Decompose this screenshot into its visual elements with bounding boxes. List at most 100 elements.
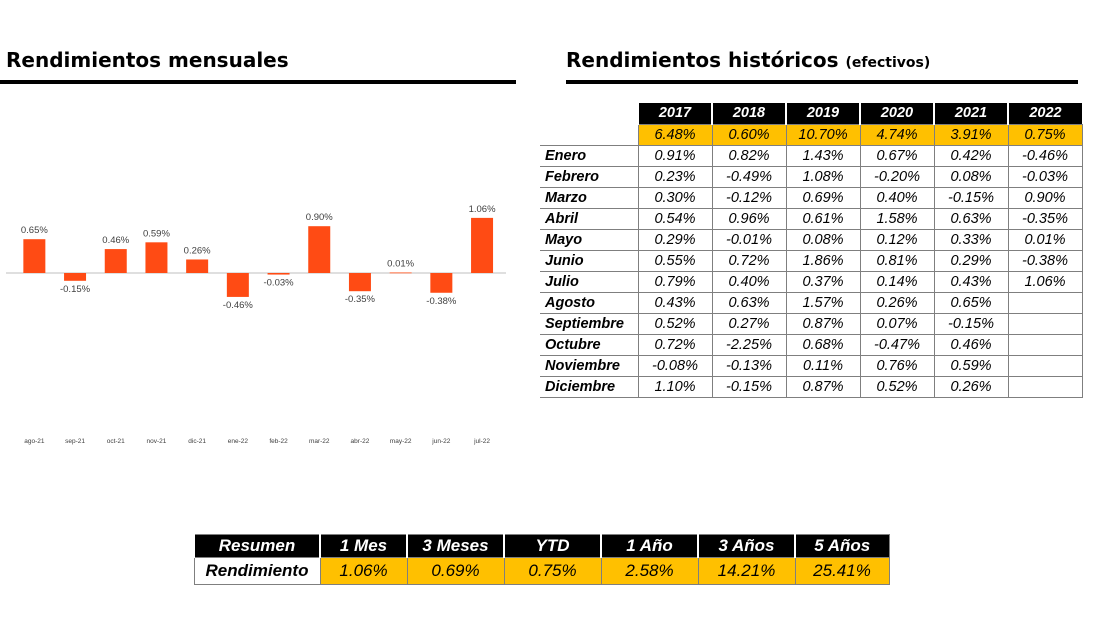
summary-value: 0.75% [503,557,602,585]
summary-value: 2.58% [600,557,699,585]
data-label: 0.46% [102,235,129,246]
month-label: Julio [540,271,638,293]
month-label: Enero [540,144,638,167]
return-cell: -0.35% [1007,207,1083,230]
month-label: Diciembre [540,376,638,398]
return-cell [1007,291,1083,314]
return-cell: -0.12% [711,186,787,209]
x-tick-label: mar-22 [309,438,330,445]
return-cell: 0.12% [859,228,935,251]
historical-returns-subtitle: (efectivos) [845,55,931,71]
summary-value: 0.69% [406,557,505,585]
data-label: -0.15% [60,284,91,295]
return-cell: -0.38% [1007,249,1083,272]
return-cell: 0.55% [637,249,713,272]
return-cell: 0.90% [1007,186,1083,209]
return-cell [1007,312,1083,335]
x-tick-label: dic-21 [188,438,206,445]
return-cell: 0.29% [637,228,713,251]
month-label: Noviembre [540,355,638,377]
return-cell: 0.14% [859,270,935,293]
return-cell: 0.23% [637,165,713,188]
return-cell: 0.27% [711,312,787,335]
return-cell: 0.68% [785,333,861,356]
annual-return-cell: 6.48% [637,123,713,146]
return-cell: -0.15% [933,312,1009,335]
return-cell: 0.87% [785,375,861,398]
table-row: Octubre 0.72% -2.25% 0.68% -0.47% 0.46% [540,333,1083,356]
monthly-returns-title: Rendimientos mensuales [6,48,289,72]
return-cell: 0.29% [933,249,1009,272]
return-cell: -0.15% [711,375,787,398]
return-cell: 0.63% [711,291,787,314]
year-header: 2018 [711,103,786,124]
return-cell: 0.61% [785,207,861,230]
summary-header: 3 Años [697,534,796,558]
summary-header: YTD [503,534,602,558]
summary-value: 25.41% [794,557,890,585]
month-label: Junio [540,250,638,272]
summary-table: Resumen 1 Mes 3 Meses YTD 1 Año 3 Años 5… [193,534,890,585]
summary-value: 1.06% [319,557,408,585]
return-cell: -0.20% [859,165,935,188]
bar-oct-21 [104,249,127,273]
return-cell: 0.72% [637,333,713,356]
return-cell: -0.46% [1007,144,1083,167]
return-cell [1007,354,1083,377]
return-cell: 0.42% [933,144,1009,167]
annual-return-row: 6.48% 0.60% 10.70% 4.74% 3.91% 0.75% [540,123,1083,146]
bar-nov-21 [145,242,168,273]
monthly-title-underline [0,80,516,84]
return-cell [1007,333,1083,356]
return-cell: 0.08% [785,228,861,251]
bar-jul-22 [471,217,494,273]
month-label: Marzo [540,187,638,209]
return-cell: 0.59% [933,354,1009,377]
return-cell: 0.11% [785,354,861,377]
data-label: 0.90% [306,212,333,223]
data-label: 0.26% [184,245,211,256]
bar-dic-21 [186,259,209,273]
table-corner [540,103,638,124]
return-cell: 1.10% [637,375,713,398]
x-tick-label: jul-22 [473,438,490,445]
summary-value-row: Rendimiento 1.06% 0.69% 0.75% 2.58% 14.2… [193,557,890,585]
year-header: 2020 [859,103,934,124]
return-cell: -0.15% [933,186,1009,209]
return-cell: -0.47% [859,333,935,356]
return-cell: 0.91% [637,144,713,167]
x-tick-label: may-22 [390,438,412,445]
bar-ene-22 [226,273,249,297]
month-label: Mayo [540,229,638,251]
annual-return-cell: 3.91% [933,123,1009,146]
historical-returns-title-text: Rendimientos históricos [566,48,839,72]
table-row: Junio 0.55% 0.72% 1.86% 0.81% 0.29% -0.38% [540,249,1083,272]
x-tick-label: feb-22 [269,438,288,445]
table-row: Febrero 0.23% -0.49% 1.08% -0.20% 0.08% -0.03% [540,165,1083,188]
year-header-row: 2017 2018 2019 2020 2021 2022 [540,103,1082,124]
table-row: Abril 0.54% 0.96% 0.61% 1.58% 0.63% -0.35% [540,207,1083,230]
return-cell: 0.40% [711,270,787,293]
return-cell: 0.52% [637,312,713,335]
return-cell: -0.03% [1007,165,1083,188]
x-tick-label: oct-21 [107,438,125,445]
bar-sep-21 [64,273,87,281]
bar-mar-22 [308,226,331,273]
return-cell [1007,375,1083,398]
return-cell: 0.01% [1007,228,1083,251]
historical-returns-table: 2017 2018 2019 2020 2021 2022 6.48% 0.60… [540,103,1083,398]
summary-header: 3 Meses [406,534,505,558]
return-cell: 0.67% [859,144,935,167]
return-cell: 0.43% [933,270,1009,293]
data-label: 0.65% [21,225,48,236]
x-tick-label: abr-22 [351,438,370,445]
monthly-returns-bar-chart: 0.65% ago-21 -0.15% sep-21 0.46% oct-21 0.59% n… [6,204,506,445]
return-cell: 0.26% [933,375,1009,398]
monthly-returns-title-text: Rendimientos mensuales [6,48,289,72]
data-label: 1.06% [469,204,496,215]
return-cell: -0.01% [711,228,787,251]
x-tick-label: sep-21 [65,438,85,445]
bar-may-22 [389,272,412,274]
summary-header-row: Resumen 1 Mes 3 Meses YTD 1 Año 3 Años 5… [193,534,890,558]
return-cell: 0.96% [711,207,787,230]
